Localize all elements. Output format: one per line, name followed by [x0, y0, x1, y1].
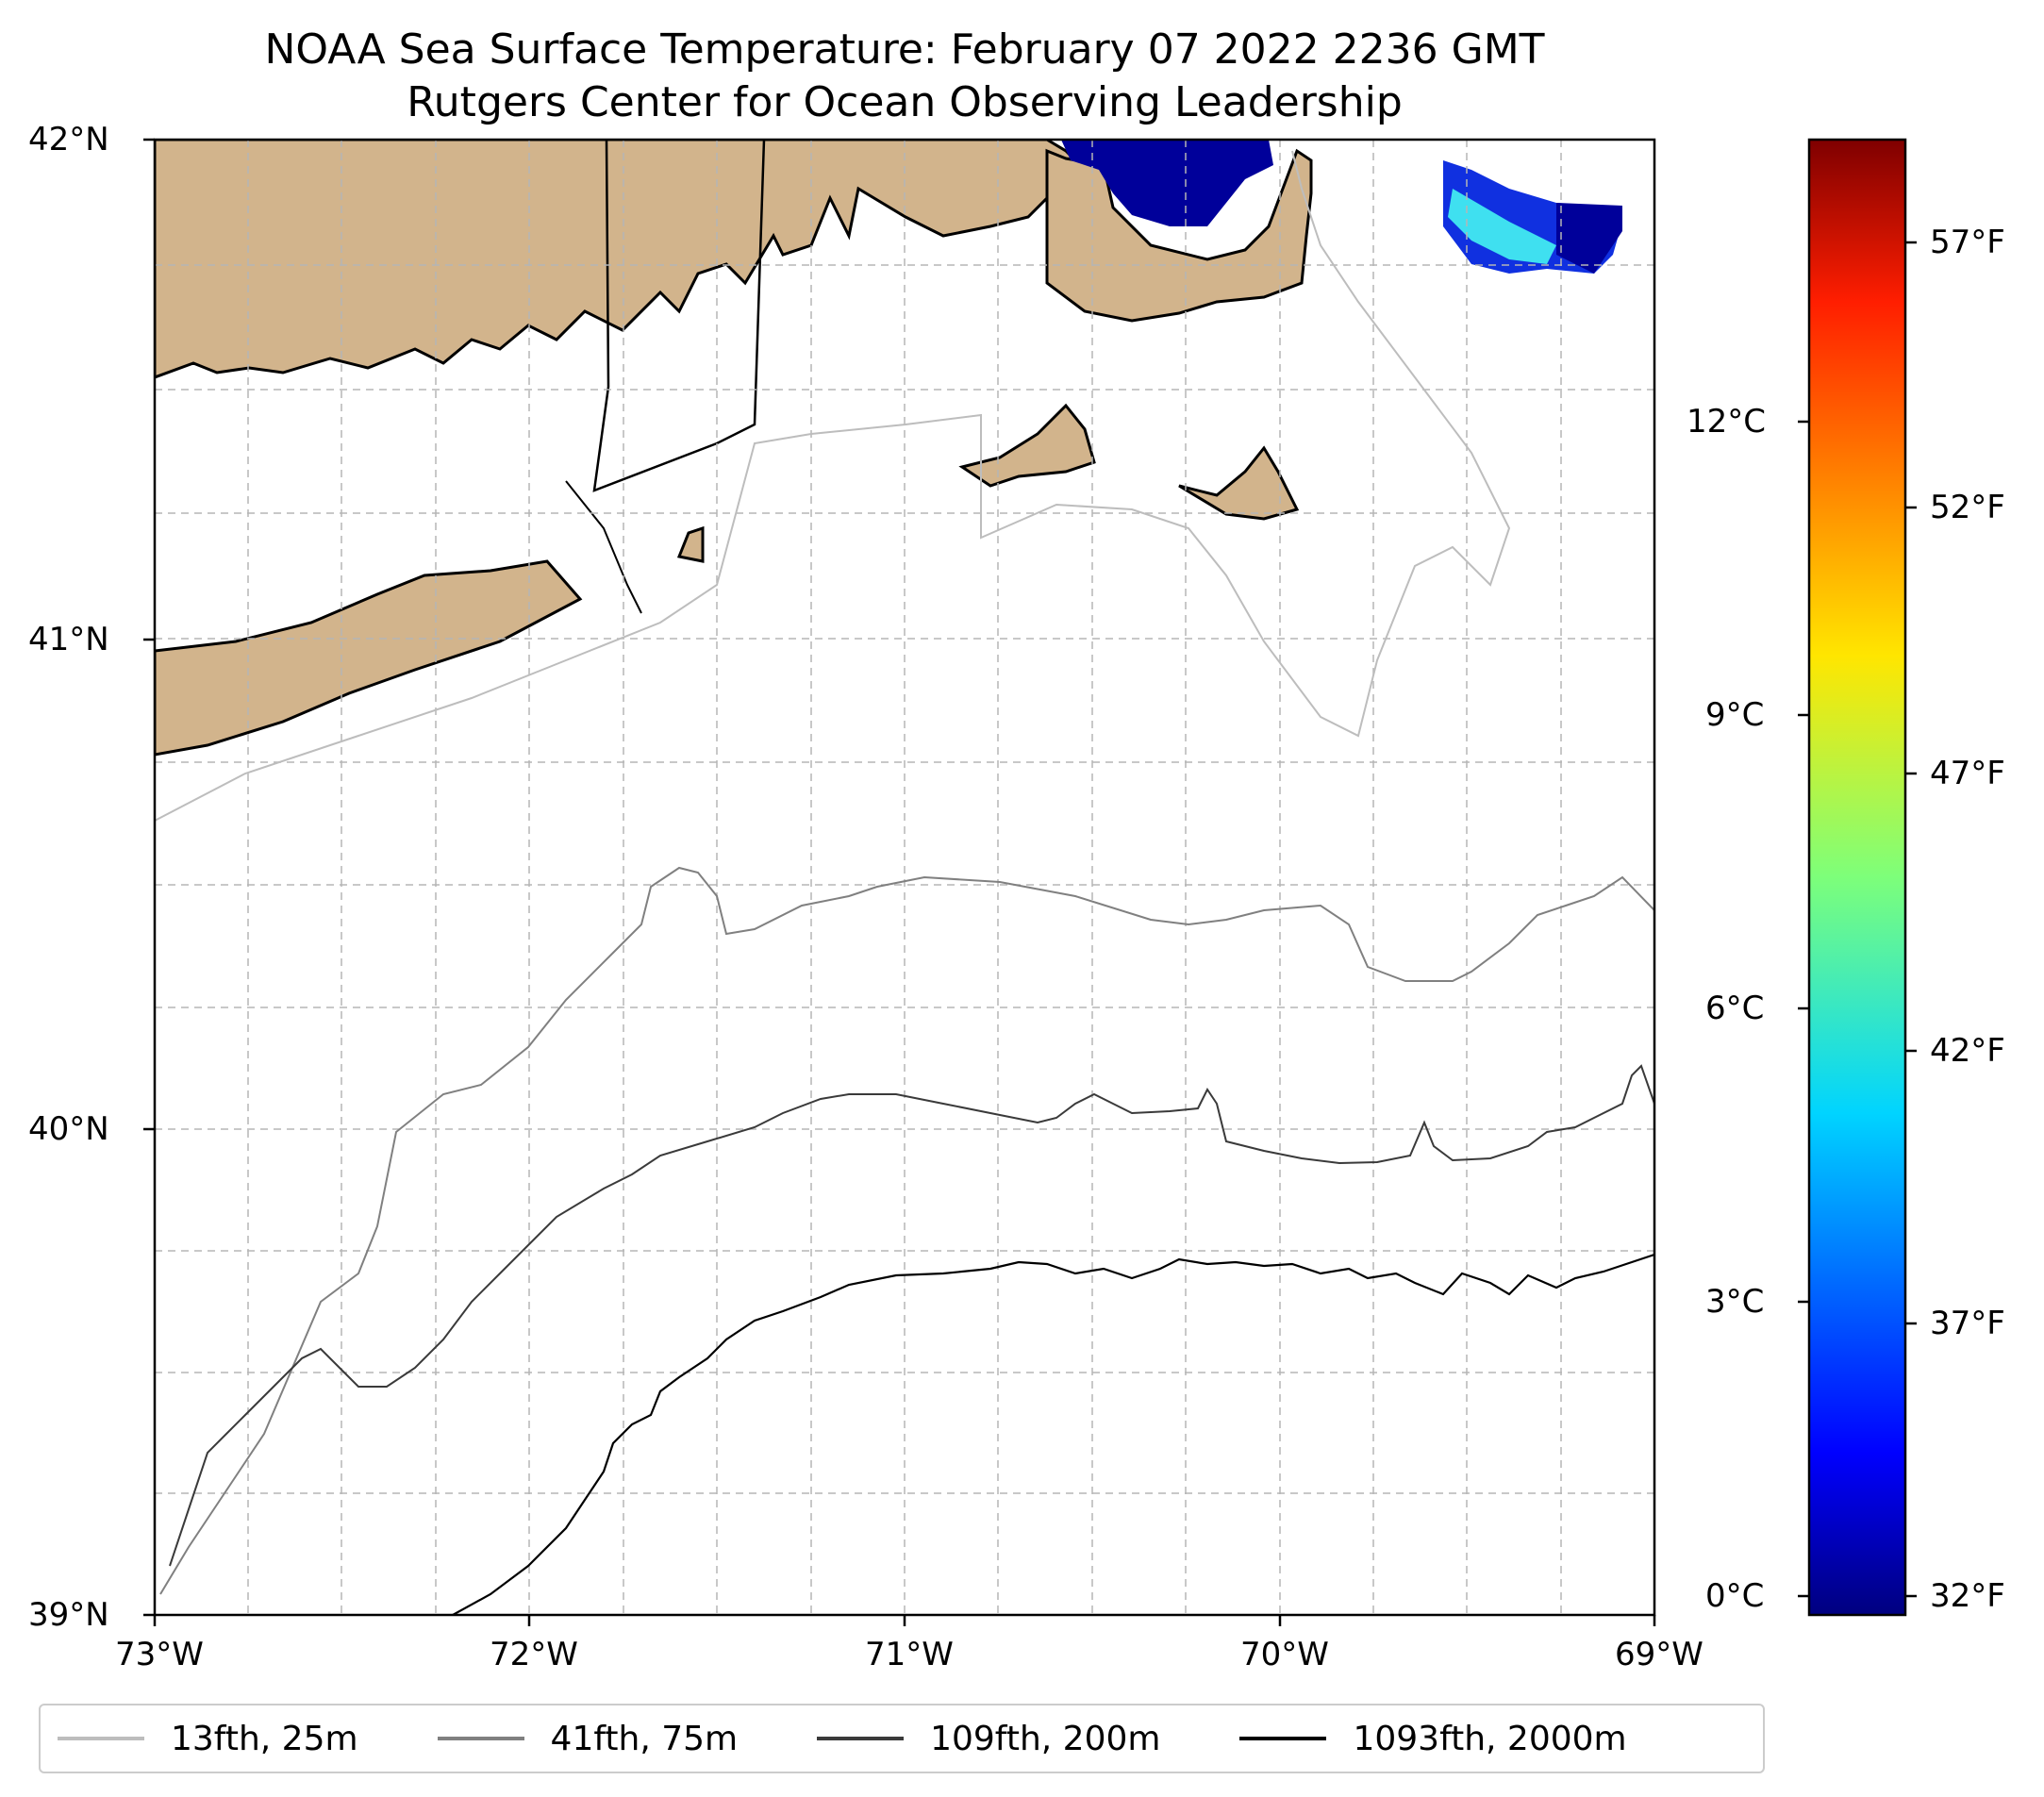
- legend-swatch-75m: [437, 1737, 524, 1740]
- legend-swatch-2000m: [1239, 1737, 1327, 1740]
- legend-label-75m: 41fth, 75m: [550, 1719, 739, 1758]
- colorbar-c-tick-0: 0°C: [1705, 1577, 1765, 1615]
- land-block-island: [676, 525, 705, 563]
- contour-75m: [159, 866, 1654, 1595]
- colorbar-c-tick-9: 9°C: [1705, 696, 1765, 734]
- colorbar: [1807, 138, 1907, 1617]
- contour-25m: [155, 150, 1511, 822]
- legend-item-75m: 41fth, 75m: [437, 1719, 739, 1758]
- land-nantucket: [1178, 445, 1300, 521]
- colorbar-c-tick-6: 6°C: [1705, 990, 1765, 1027]
- state-border-2: [565, 480, 642, 614]
- contour-2000m: [452, 1253, 1654, 1615]
- colorbar-f-tick-52: 52°F: [1930, 489, 2005, 526]
- lon-tick-70: 70°W: [1240, 1636, 1329, 1673]
- legend-item-25m: 13fth, 25m: [58, 1720, 358, 1758]
- sst-patch-cape-cod-bay: [1061, 140, 1273, 226]
- lon-tick-73: 73°W: [115, 1636, 204, 1673]
- title-line-1: NOAA Sea Surface Temperature: February 0…: [264, 25, 1545, 74]
- land-long-island: [155, 559, 583, 757]
- colorbar-f-tick-47: 47°F: [1930, 755, 2005, 792]
- lat-tick-39: 39°N: [28, 1596, 109, 1634]
- sst-patch-gulf-warm: [1448, 189, 1556, 264]
- colorbar-f-tick-57: 57°F: [1930, 224, 2005, 261]
- sst-patch-gulf-cold: [1556, 203, 1622, 274]
- lon-tick-72: 72°W: [490, 1636, 578, 1673]
- legend-swatch-25m: [58, 1737, 144, 1740]
- colorbar-c-tick-3: 3°C: [1705, 1283, 1765, 1321]
- land-cape-cod: [1045, 148, 1313, 323]
- contour-legend: 13fth, 25m 41fth, 75m 109fth, 200m 1093f…: [39, 1704, 1765, 1773]
- state-border: [592, 140, 766, 492]
- land-marthas-vineyard: [958, 403, 1096, 488]
- colorbar-f-tick-32: 32°F: [1930, 1577, 2005, 1615]
- colorbar-f-tick-42: 42°F: [1930, 1032, 2005, 1070]
- land-new-england: [155, 140, 1096, 379]
- axis-ticks: [143, 138, 1656, 1626]
- legend-label-25m: 13fth, 25m: [171, 1719, 358, 1758]
- title-line-2: Rutgers Center for Ocean Observing Leade…: [407, 78, 1403, 126]
- colorbar-c-tick-12: 12°C: [1687, 403, 1767, 441]
- lon-tick-69: 69°W: [1615, 1636, 1703, 1673]
- lat-tick-40: 40°N: [28, 1110, 109, 1148]
- lat-tick-41: 41°N: [28, 621, 109, 658]
- lon-tick-71: 71°W: [865, 1636, 954, 1673]
- legend-item-200m: 109fth, 200m: [817, 1720, 1160, 1758]
- legend-label-2000m: 1093fth, 2000m: [1353, 1719, 1627, 1758]
- legend-item-2000m: 1093fth, 2000m: [1239, 1719, 1627, 1758]
- legend-swatch-200m: [817, 1737, 905, 1740]
- lat-tick-42: 42°N: [28, 121, 109, 158]
- colorbar-f-tick-37: 37°F: [1930, 1305, 2005, 1342]
- legend-label-200m: 109fth, 200m: [930, 1719, 1161, 1758]
- contour-200m: [169, 1064, 1654, 1567]
- colorbar-ticks: [1798, 241, 1917, 1598]
